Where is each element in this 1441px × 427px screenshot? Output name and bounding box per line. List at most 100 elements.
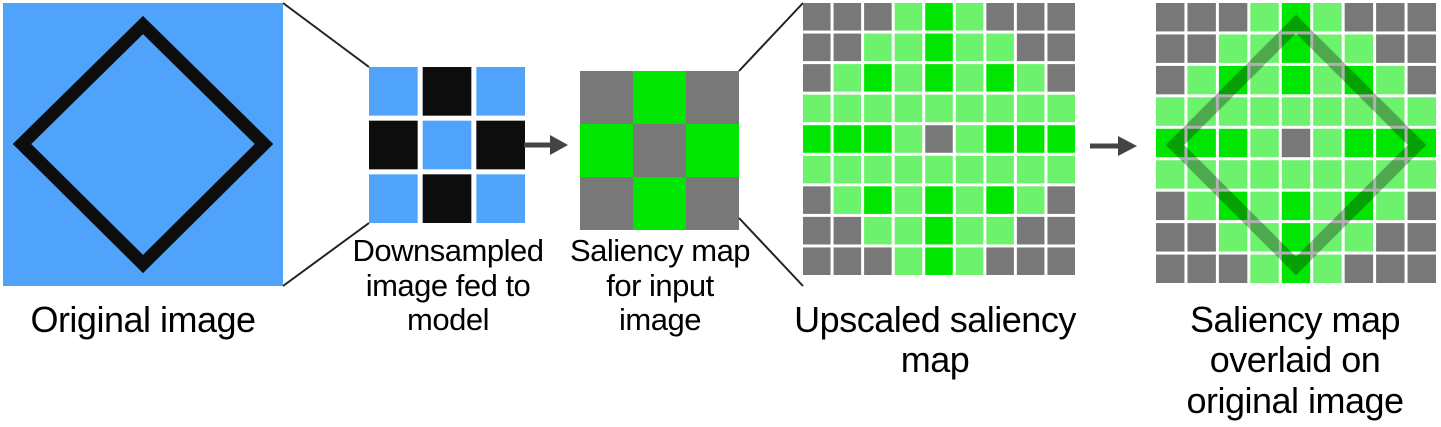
overlay-cell xyxy=(1250,223,1279,252)
upscaled-cell xyxy=(1016,64,1045,92)
downsampled-image-label: Downsampled image fed to model xyxy=(352,233,544,338)
saliency-cell xyxy=(633,124,686,177)
overlay-cell xyxy=(1281,34,1311,63)
overlay-cell xyxy=(1313,254,1342,283)
overlay-cell xyxy=(1281,191,1311,221)
upscaled-cell xyxy=(864,155,892,184)
overlay-cell xyxy=(1250,128,1279,158)
upscaled-cell xyxy=(1016,33,1045,62)
upscaled-cell xyxy=(955,155,984,184)
overlay-cell xyxy=(1281,97,1311,126)
overlay-cell xyxy=(1281,254,1311,283)
upscaled-cell xyxy=(955,3,984,31)
overlay-cell xyxy=(1156,223,1185,252)
upscaled-cell xyxy=(955,33,984,62)
saliency-cell xyxy=(580,71,633,124)
original-image-label: Original image xyxy=(30,299,256,340)
overlay-cell xyxy=(1281,3,1311,32)
upscaled-cell xyxy=(1047,3,1075,31)
overlay-cell xyxy=(1187,97,1216,126)
upscaled-cell xyxy=(894,125,923,153)
upscaled-cell xyxy=(1016,155,1045,184)
upscaled-cell xyxy=(955,125,984,153)
upscaled-cell xyxy=(864,125,892,153)
overlay-cell xyxy=(1281,65,1311,95)
overlay-cell xyxy=(1344,3,1374,32)
upscaled-cell xyxy=(986,125,1014,153)
upscaled-cell xyxy=(864,186,892,214)
overlay-cell xyxy=(1344,254,1374,283)
overlay-cell xyxy=(1344,191,1374,221)
overlay-cell xyxy=(1376,191,1405,221)
upscaled-cell xyxy=(803,155,831,184)
upscaled-cell xyxy=(955,64,984,92)
upscaled-cell xyxy=(833,155,862,184)
downsampled-cell xyxy=(422,174,472,223)
zoom-line-bottom xyxy=(282,222,370,287)
overlay-cell xyxy=(1407,65,1436,95)
overlay-cell xyxy=(1218,223,1248,252)
overlay-cell xyxy=(1218,97,1248,126)
upscaled-cell xyxy=(803,3,831,31)
upscaled-cell xyxy=(986,216,1014,245)
upscaled-cell xyxy=(894,216,923,245)
overlay-cell xyxy=(1218,191,1248,221)
overlay-cell xyxy=(1344,223,1374,252)
upscaled-cell xyxy=(864,247,892,275)
overlay-cell xyxy=(1156,160,1185,189)
saliency-cell xyxy=(686,71,739,124)
overlay-cell xyxy=(1218,65,1248,95)
upscaled-saliency-label: Upscaled saliency map xyxy=(794,299,1076,381)
overlay-cell xyxy=(1187,160,1216,189)
overlay-cell xyxy=(1156,191,1185,221)
upscaled-cell xyxy=(925,216,953,245)
overlay-cell xyxy=(1344,97,1374,126)
zoom-line-bottom-2 xyxy=(738,217,804,287)
saliency-cell xyxy=(580,177,633,230)
saliency-cell xyxy=(686,124,739,177)
downsampled-cell xyxy=(422,120,472,170)
upscaled-cell xyxy=(925,186,953,214)
upscaled-cell xyxy=(1016,216,1045,245)
overlay-cell xyxy=(1187,223,1216,252)
upscaled-cell xyxy=(894,33,923,62)
overlay-cell xyxy=(1313,97,1342,126)
overlay-cell xyxy=(1376,128,1405,158)
overlay-cell xyxy=(1187,3,1216,32)
upscaled-cell xyxy=(833,3,862,31)
overlay-cell xyxy=(1407,128,1436,158)
upscaled-cell xyxy=(803,247,831,275)
downsampled-image-grid xyxy=(369,67,525,223)
upscaled-cell xyxy=(894,186,923,214)
overlay-cell xyxy=(1250,160,1279,189)
upscaled-cell xyxy=(894,94,923,123)
overlay-cell xyxy=(1250,65,1279,95)
upscaled-cell xyxy=(833,125,862,153)
original-image-background xyxy=(3,3,283,286)
overlay-cell xyxy=(1218,254,1248,283)
overlay-cell xyxy=(1218,34,1248,63)
overlay-cell xyxy=(1156,65,1185,95)
upscaled-cell xyxy=(864,64,892,92)
overlay-cell xyxy=(1218,160,1248,189)
downsampled-cell xyxy=(476,67,525,116)
overlay-cell xyxy=(1313,191,1342,221)
original-image-diamond xyxy=(12,15,274,274)
upscaled-cell xyxy=(864,94,892,123)
upscaled-cell xyxy=(1047,186,1075,214)
overlay-cell xyxy=(1407,3,1436,32)
overlay-cell xyxy=(1281,160,1311,189)
downsampled-cell xyxy=(369,174,418,223)
upscaled-cell xyxy=(955,247,984,275)
upscaled-cell xyxy=(1016,186,1045,214)
arrow-right-icon xyxy=(524,135,568,155)
overlay-cell xyxy=(1218,128,1248,158)
upscaled-cell xyxy=(1047,216,1075,245)
overlay-cell xyxy=(1313,223,1342,252)
upscaled-cell xyxy=(955,186,984,214)
upscaled-cell xyxy=(894,247,923,275)
upscaled-cell xyxy=(803,186,831,214)
overlay-cell xyxy=(1156,3,1185,32)
overlay-cell xyxy=(1407,97,1436,126)
